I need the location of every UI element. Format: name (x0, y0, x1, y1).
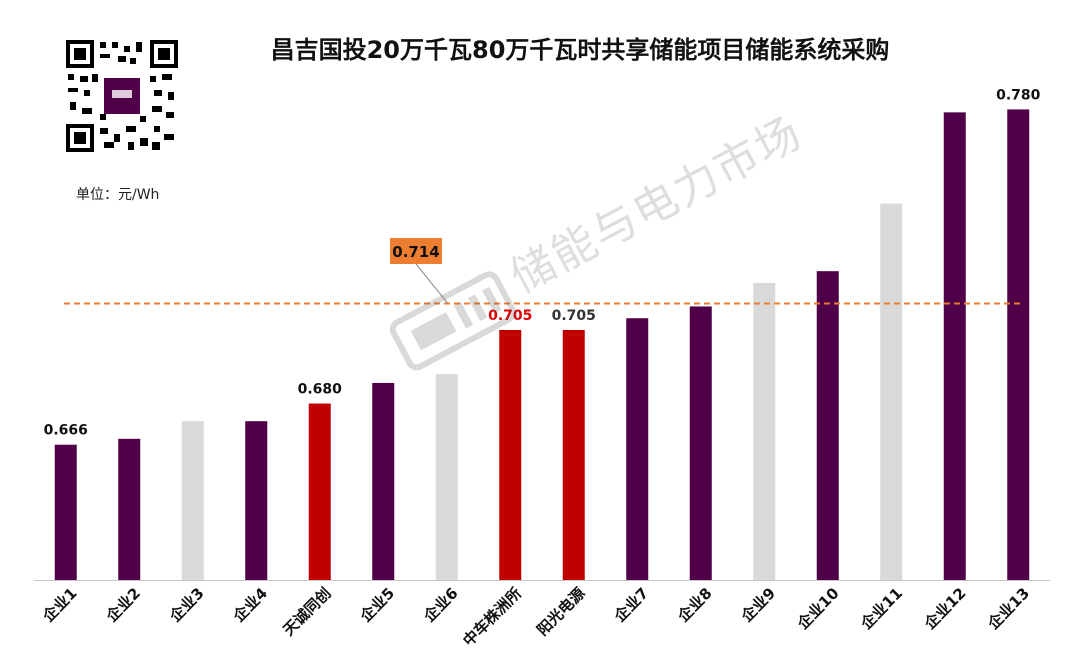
bar-13 (816, 271, 839, 580)
x-tick-label: 企业12 (920, 584, 969, 633)
x-tick-label: 企业11 (857, 584, 906, 633)
x-tick-label: 企业6 (420, 584, 462, 626)
x-tick-label: 天诚同创 (279, 584, 334, 639)
x-tick-label: 企业4 (229, 584, 271, 626)
bar-6 (372, 382, 395, 580)
bar-5 (308, 403, 331, 580)
data-label: 0.780 (996, 87, 1041, 103)
x-tick-label: 企业9 (737, 584, 779, 626)
bar-3 (181, 421, 204, 580)
x-tick-label: 企业3 (166, 584, 208, 626)
x-tick-label: 企业2 (102, 584, 144, 626)
qr-code (64, 38, 180, 154)
x-tick-label: 企业5 (356, 584, 398, 626)
data-label: 0.666 (44, 423, 88, 439)
unit-label: 单位：元/Wh (76, 187, 160, 203)
bar-12 (753, 282, 776, 580)
average-label: 0.714 (392, 243, 439, 261)
bar-8 (499, 330, 522, 580)
bar-2 (118, 438, 141, 580)
bar-1 (54, 444, 77, 580)
x-tick-label: 中车株洲所 (459, 584, 525, 650)
bar-11 (689, 306, 712, 580)
bar-10 (626, 318, 649, 580)
data-label: 0.705 (552, 308, 596, 324)
x-tick-label: 企业13 (984, 584, 1033, 633)
average-callout-leader (415, 263, 449, 304)
x-tick-label: 企业8 (674, 584, 716, 626)
data-label: 0.680 (298, 382, 343, 398)
bar-4 (245, 421, 268, 580)
x-tick-label: 企业10 (793, 584, 842, 633)
x-tick-label: 阳光电源 (533, 584, 588, 639)
x-tick-label: 企业7 (610, 584, 652, 626)
bar-15 (943, 112, 966, 581)
bar-7 (435, 374, 458, 580)
data-label: 0.705 (488, 308, 532, 324)
bar-9 (562, 330, 585, 580)
bar-16 (1007, 109, 1030, 580)
average-callout-box (390, 238, 442, 264)
x-tick-label: 企业1 (39, 584, 81, 626)
bar-14 (880, 203, 903, 580)
chart-title: 昌吉国投20万千瓦80万千瓦时共享储能项目储能系统采购 (270, 36, 890, 64)
